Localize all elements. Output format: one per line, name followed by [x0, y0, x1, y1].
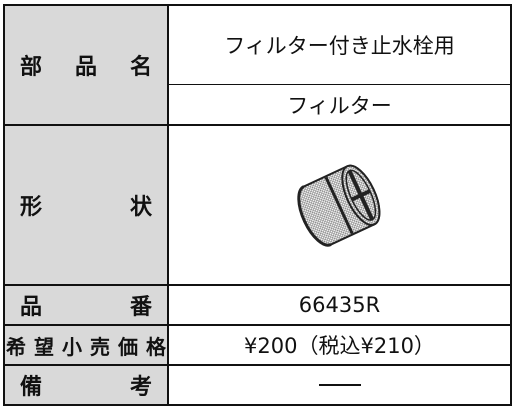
cell-border: [4, 324, 511, 326]
header-label: 備考: [20, 375, 152, 400]
cell-border: [4, 364, 511, 366]
cell-border: [167, 5, 169, 405]
cell-border: [4, 124, 511, 126]
empty-dash: [318, 384, 361, 386]
header-label: 希望小売価格: [6, 334, 166, 359]
header-cell: 品番: [4, 285, 168, 325]
filter-illustration: [296, 164, 380, 247]
value-cell: 66435R: [298, 293, 381, 317]
header-label: 形状: [20, 195, 152, 220]
header-cell: 形状: [4, 125, 168, 285]
value-cell: フィルター: [287, 94, 392, 118]
value-cell: フィルター付き止水栓用: [224, 34, 455, 58]
header-label: 部品名: [20, 55, 152, 80]
header-cell: 部品名: [4, 5, 168, 125]
table-frame: [3, 4, 512, 406]
cell-border: [168, 84, 511, 85]
image-cell: [168, 125, 511, 285]
header-label: 品番: [20, 295, 152, 320]
header-cell: 希望小売価格: [4, 325, 168, 365]
value-cell: [168, 365, 511, 405]
value-cell: ¥200（税込¥210）: [244, 334, 435, 358]
cell-border: [4, 284, 511, 286]
header-cell: 備考: [4, 365, 168, 405]
